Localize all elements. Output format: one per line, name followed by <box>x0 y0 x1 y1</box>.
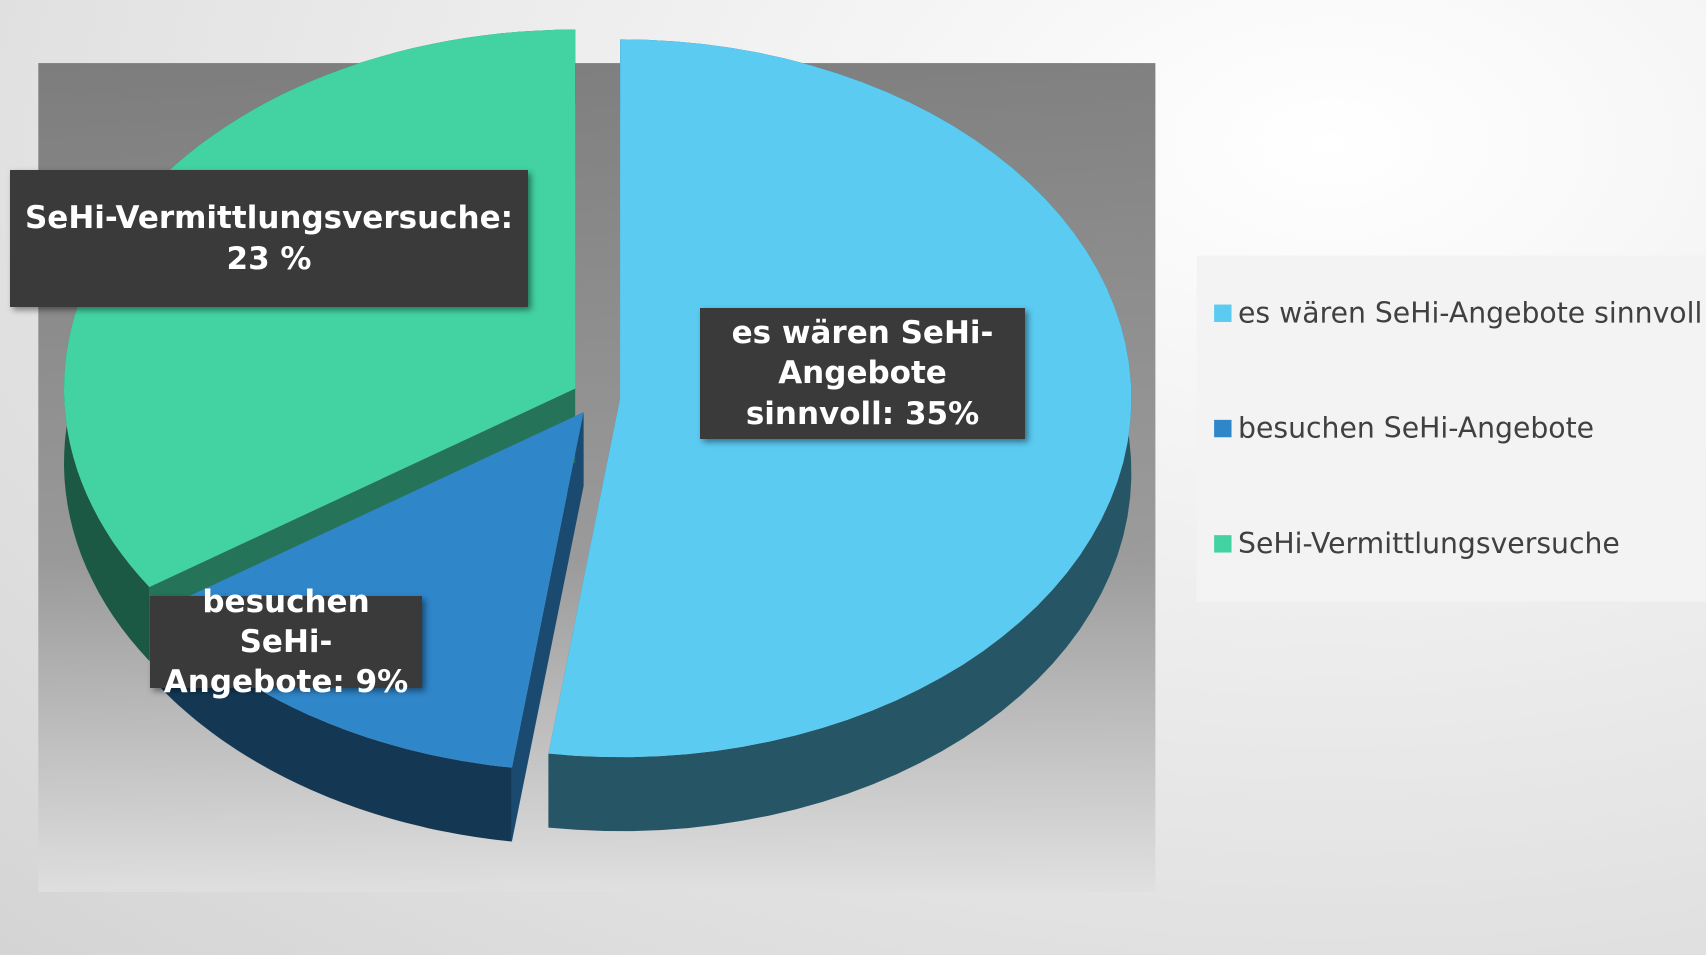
pie-wall <box>511 412 584 842</box>
data-label: besuchen SeHi-Angebote: 9% <box>150 584 422 700</box>
legend-swatch <box>1214 535 1232 553</box>
legend-box <box>1196 255 1706 602</box>
legend-label: SeHi-Vermittlungsversuche <box>1238 527 1620 560</box>
legend: es wären SeHi-Angebote sinnvoll besuchen … <box>1214 296 1702 560</box>
legend-swatch <box>1214 304 1232 322</box>
data-label: SeHi-Vermittlungsversuche: 23 % <box>10 170 528 307</box>
pie-side <box>157 610 512 842</box>
legend-label: besuchen SeHi-Angebote <box>1238 412 1594 445</box>
pie-slice <box>63 29 576 588</box>
legend-label: es wären SeHi-Angebote sinnvoll <box>1238 296 1702 329</box>
data-label: es wären SeHi-Angebote sinnvoll: 35% <box>700 308 1025 439</box>
legend-swatch <box>1214 419 1232 438</box>
